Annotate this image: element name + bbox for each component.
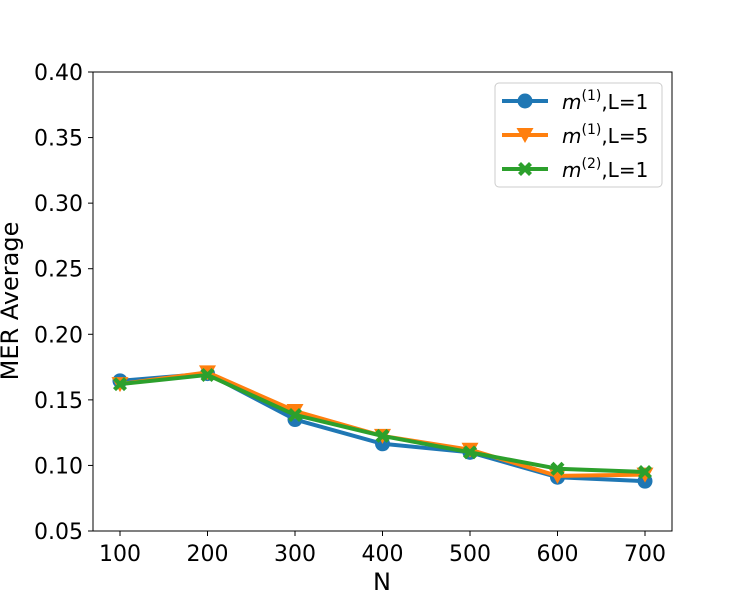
y-tick-label: 0.30 (34, 192, 83, 217)
y-tick-label: 0.20 (34, 323, 83, 348)
y-axis-label: MER Average (0, 222, 24, 381)
legend-item: m(1),L=1 (502, 88, 648, 114)
y-tick-label: 0.40 (34, 61, 83, 86)
series-line (119, 372, 646, 474)
data-point (288, 407, 302, 422)
y-tick-label: 0.35 (34, 127, 83, 152)
legend: m(1),L=1 m(1),L=5 m(2),L=1 (494, 82, 663, 188)
data-point (286, 404, 304, 420)
x-tick-label: 300 (274, 542, 316, 567)
data-point (200, 367, 215, 382)
x-tick-label: 200 (187, 542, 229, 567)
series-line (119, 371, 646, 484)
x-tick-label: 500 (449, 542, 491, 567)
y-tick-label: 0.15 (34, 389, 83, 414)
series-1 (111, 365, 654, 484)
data-point (113, 377, 127, 392)
x-tick-label: 700 (624, 542, 666, 567)
legend-item: m(2),L=1 (502, 156, 648, 182)
x-tick-label: 600 (537, 542, 579, 567)
series-layer (111, 365, 654, 489)
x-tick-label: 400 (362, 542, 404, 567)
axis-ticks: 100 200 300 400 500 600 700 0.05 0.10 0.15 0.20 0.2… (34, 61, 666, 567)
data-point (463, 445, 477, 460)
series-line (119, 370, 646, 478)
data-point (550, 461, 565, 476)
series-2 (113, 367, 652, 479)
data-point (638, 464, 652, 479)
legend-frame (494, 82, 663, 188)
legend-label: m(2),L=1 (562, 156, 648, 182)
legend-label: m(1),L=1 (562, 88, 648, 114)
x-axis-label: N (373, 568, 391, 596)
data-point (375, 428, 390, 443)
y-tick-label: 0.25 (34, 258, 83, 283)
legend-item: m(1),L=5 (502, 122, 648, 148)
legend-marker (518, 162, 532, 176)
legend-label: m(1),L=5 (562, 122, 648, 148)
y-tick-label: 0.05 (34, 520, 83, 545)
y-tick-label: 0.10 (34, 454, 83, 479)
x-tick-label: 100 (99, 542, 141, 567)
legend-marker (516, 128, 534, 143)
legend-marker (517, 93, 533, 109)
